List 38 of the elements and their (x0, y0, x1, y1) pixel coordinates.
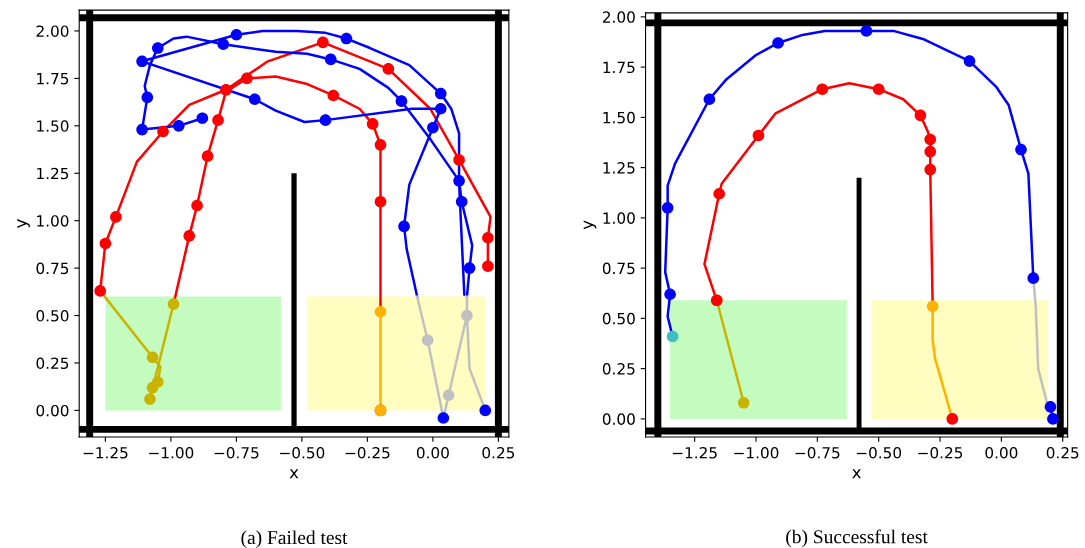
y-tick-label: 1.25 (37, 167, 69, 180)
x-tick-label: −1.00 (149, 446, 194, 459)
y-tick-label: 0.25 (36, 357, 69, 369)
x-tick-label: −0.50 (856, 446, 902, 459)
x-tick-label: −1.00 (734, 446, 779, 459)
y-tick-label: 0.25 (602, 363, 635, 375)
x-tick-label: 0.25 (482, 446, 515, 459)
y-axis-title: y (583, 220, 597, 230)
x-tick-label: −0.25 (918, 446, 963, 459)
x-tick-label: 0.00 (985, 446, 1018, 459)
x-tick-label: −0.50 (280, 446, 325, 459)
y-tick-label: 0.50 (36, 310, 69, 322)
x-tick-label: −0.75 (214, 446, 259, 459)
y-axis-title: y (17, 219, 30, 228)
y-tick-label: 2.00 (36, 25, 69, 37)
x-axis-title: x (852, 469, 861, 479)
x-tick-label: −0.25 (345, 446, 390, 459)
x-tick-label: −0.75 (795, 446, 840, 459)
y-tick-label: 1.75 (37, 73, 69, 85)
y-tick-label: 0.00 (36, 404, 69, 417)
x-tick-label: −1.25 (83, 446, 128, 459)
y-tick-label: 1.75 (603, 61, 635, 74)
x-tick-label: 0.25 (1046, 446, 1079, 459)
x-tick-label: 0.00 (416, 446, 449, 459)
y-tick-label: 0.00 (602, 413, 635, 425)
y-tick-label: 0.50 (602, 312, 635, 325)
y-tick-label: 1.50 (603, 111, 635, 124)
y-tick-label: 0.75 (36, 262, 69, 275)
y-tick-label: 1.00 (603, 212, 635, 224)
y-tick-label: 1.00 (37, 215, 69, 227)
text: (b) Successful test (786, 529, 928, 548)
y-tick-label: 2.00 (602, 11, 635, 23)
y-tick-label: 1.25 (603, 162, 635, 174)
x-axis-title: x (289, 469, 299, 479)
y-tick-label: 1.50 (37, 120, 69, 132)
text: (a) Failed test (241, 530, 348, 548)
x-tick-label: −1.25 (672, 446, 717, 459)
y-tick-label: 0.75 (602, 262, 635, 275)
